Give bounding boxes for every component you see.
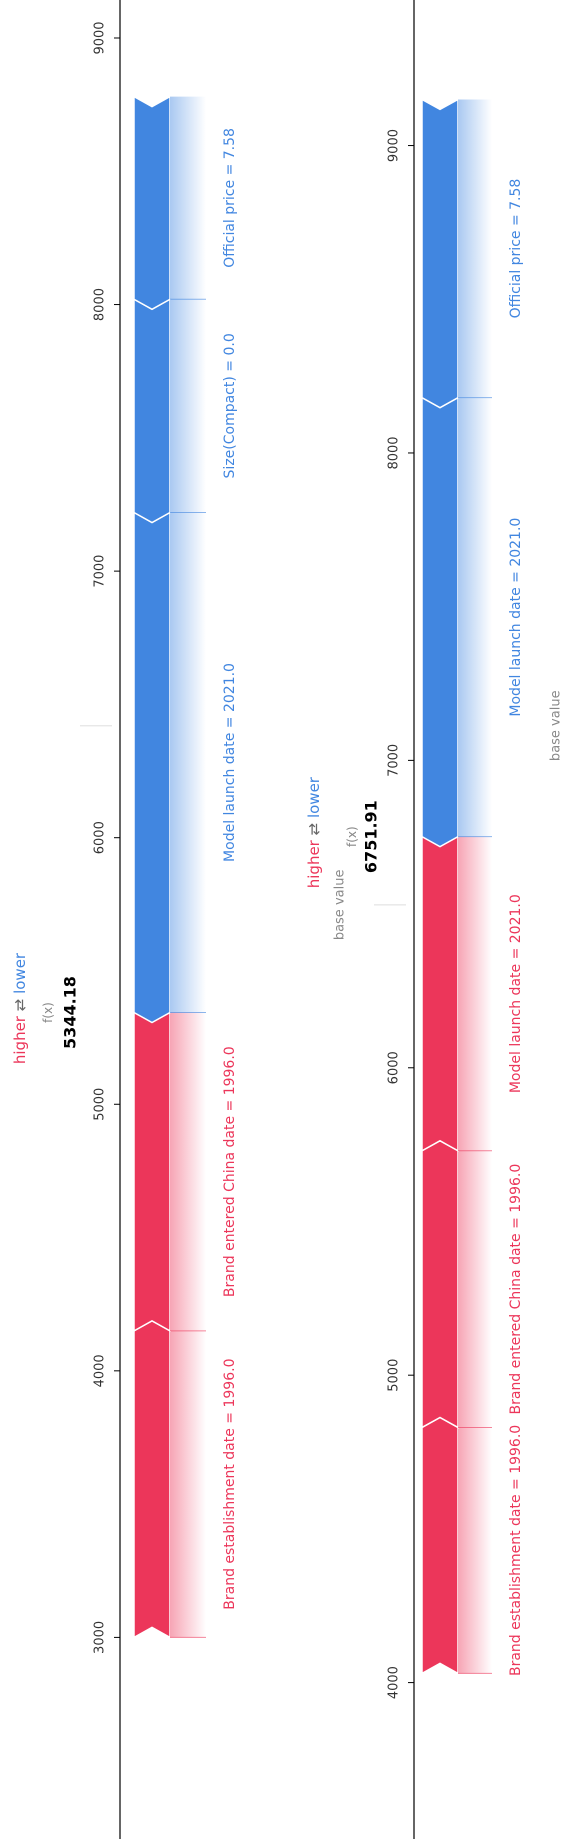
segment-label-band [458,99,492,398]
legend-lower: lower [11,952,29,994]
segment-label-band [458,397,492,837]
segment-label: Size(Compact) = 0.0 [222,333,238,478]
force-segment [421,396,459,848]
force-segment [133,511,171,1024]
segment-label-band [458,836,492,1151]
fx-value: 5344.18 [61,976,80,1049]
tick-label: 5000 [387,1359,402,1392]
segment-label: Brand establishment date = 1996.0 [222,1359,238,1610]
tick-label: 4000 [93,1354,108,1387]
segment-label: Model launch date = 2021.0 [222,663,238,862]
legend-higher: higher [11,1011,29,1064]
segment-label-band [170,512,206,1013]
tick-label: 7000 [387,744,402,777]
segment-label-band [170,1330,206,1638]
segment-label: Official price = 7.58 [222,128,238,268]
tick-label: 8000 [387,436,402,469]
segment-label: Model launch date = 2021.0 [508,518,524,717]
legend-arrows: ⇄ [11,994,29,1011]
tick-label: 9000 [93,21,108,54]
tick-label: 6000 [93,821,108,854]
force-segment [133,1001,171,1333]
force-segment [133,297,171,524]
force-segment [421,98,459,409]
legend-higher: higher [305,835,323,888]
segment-label-band [170,96,206,300]
tick-label: 6000 [387,1051,402,1084]
legend-lower: lower [305,776,323,818]
fx-label: f(x) [41,1002,55,1023]
force-plot-2: 4000 5000 6000 7000 8000 9000 Brand establishm… [305,0,524,1839]
force-segment [421,825,459,1153]
tick-label: 9000 [387,129,402,162]
tick-label: 8000 [93,288,108,321]
segment-label-band [170,1012,206,1331]
tick-label: 3000 [93,1621,108,1654]
legend-arrows: ⇄ [305,818,323,835]
fx-label: f(x) [345,826,359,847]
force-plot-1: 3000 4000 5000 6000 7000 8000 9000 Brand establ… [11,0,564,1839]
force-segment [133,1319,171,1639]
legend: higher ⇄ lower [305,776,323,888]
segment-label: Brand entered China date = 1996.0 [508,1164,524,1415]
segment-label: Brand entered China date = 1996.0 [222,1046,238,1297]
fx-value: 6751.91 [362,800,381,873]
segment-label: Model launch date = 2021.0 [508,894,524,1093]
force-segment [133,95,171,311]
segment-label-band [170,299,206,513]
segment-label: Official price = 7.58 [508,179,524,319]
legend: higher ⇄ lower [11,952,29,1064]
base-value-label: base value [333,870,348,941]
tick-label: 5000 [93,1088,108,1121]
tick-label: 4000 [387,1666,402,1699]
force-segment [421,1416,459,1675]
segment-label: Brand establishment date = 1996.0 [508,1425,524,1676]
segment-label-band [458,1150,492,1428]
force-segment [421,1139,459,1429]
base-value-label: base value [549,690,564,761]
segment-label-band [458,1427,492,1674]
tick-label: 7000 [93,555,108,588]
